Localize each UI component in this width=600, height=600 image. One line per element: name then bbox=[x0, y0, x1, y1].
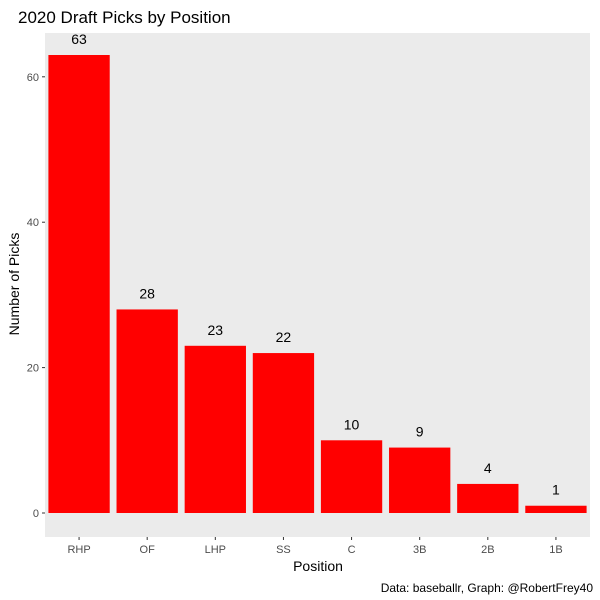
bar-2b bbox=[457, 483, 519, 513]
data-labels: 63 28 23 22 10 9 4 1 bbox=[71, 31, 560, 498]
x-tick-label: SS bbox=[276, 544, 291, 556]
data-label-2b: 4 bbox=[484, 460, 492, 476]
chart-caption: Data: baseballr, Graph: @RobertFrey40 bbox=[381, 581, 594, 595]
y-tick-label: 20 bbox=[27, 363, 39, 375]
y-axis-ticks: 0 20 40 60 bbox=[27, 72, 45, 520]
x-tick-label: C bbox=[348, 544, 356, 556]
bars bbox=[48, 55, 587, 513]
data-label-3b: 9 bbox=[416, 424, 424, 440]
data-label-ss: 22 bbox=[276, 329, 292, 345]
y-axis-title: Number of Picks bbox=[6, 233, 22, 336]
data-label-rhp: 63 bbox=[71, 31, 87, 47]
x-tick-label: 1B bbox=[549, 544, 562, 556]
data-label-1b: 1 bbox=[552, 482, 560, 498]
x-tick-label: 2B bbox=[481, 544, 494, 556]
x-axis-title: Position bbox=[293, 558, 343, 574]
bar-ss bbox=[252, 353, 315, 513]
chart-title: 2020 Draft Picks by Position bbox=[18, 8, 231, 27]
x-tick-label: OF bbox=[140, 544, 156, 556]
bar-lhp bbox=[184, 345, 246, 513]
data-label-c: 10 bbox=[344, 416, 360, 432]
y-tick-label: 0 bbox=[33, 508, 39, 520]
bar-rhp bbox=[48, 55, 110, 513]
bar-3b bbox=[389, 447, 451, 513]
x-tick-label: 3B bbox=[413, 544, 426, 556]
x-axis-ticks: RHP OF LHP SS C 3B 2B 1B bbox=[67, 537, 563, 556]
y-tick-label: 60 bbox=[27, 72, 39, 84]
data-label-lhp: 23 bbox=[208, 322, 224, 338]
x-tick-label: RHP bbox=[67, 544, 90, 556]
y-tick-label: 40 bbox=[27, 217, 39, 229]
x-tick-label: LHP bbox=[205, 544, 226, 556]
bar-of bbox=[116, 309, 178, 513]
data-label-of: 28 bbox=[139, 285, 155, 301]
bar-1b bbox=[525, 505, 587, 513]
bar-c bbox=[320, 440, 383, 513]
